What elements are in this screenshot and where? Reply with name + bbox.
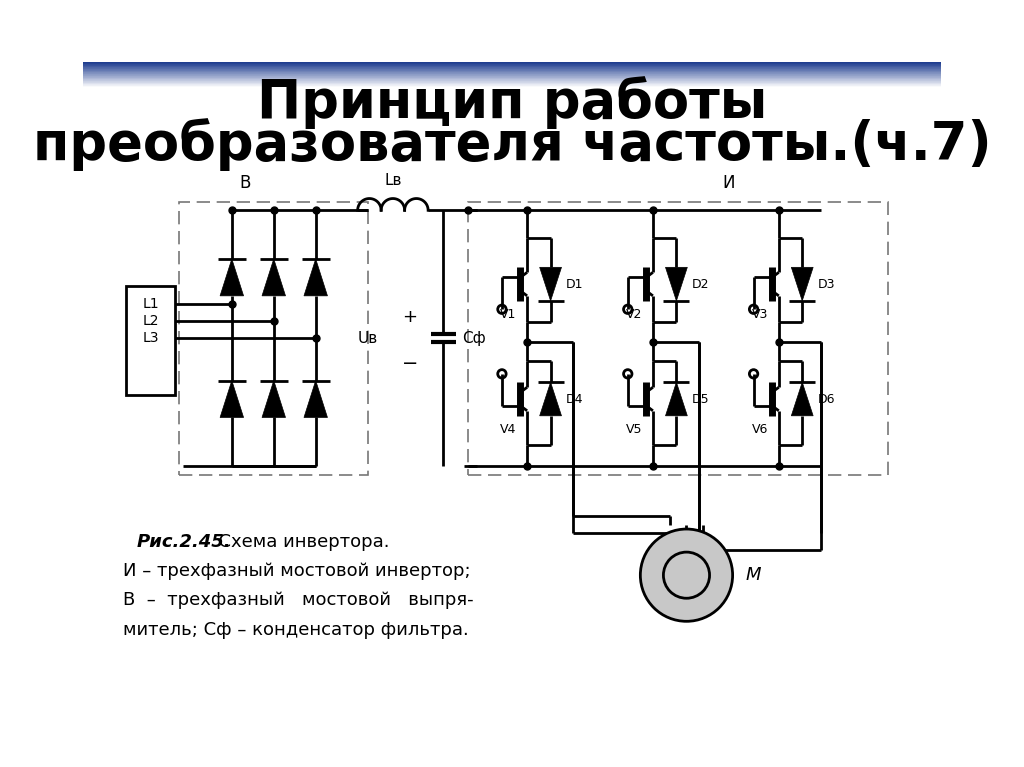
Polygon shape bbox=[792, 382, 813, 416]
Polygon shape bbox=[262, 259, 286, 296]
Text: V3: V3 bbox=[752, 308, 768, 321]
Text: V4: V4 bbox=[500, 423, 516, 436]
Text: В  –  трехфазный   мостовой   выпря-: В – трехфазный мостовой выпря- bbox=[123, 591, 473, 609]
Text: V6: V6 bbox=[752, 423, 768, 436]
Text: D1: D1 bbox=[565, 278, 584, 291]
Text: V1: V1 bbox=[500, 308, 516, 321]
Text: L3: L3 bbox=[142, 331, 159, 345]
Text: V2: V2 bbox=[626, 308, 642, 321]
Text: D5: D5 bbox=[691, 393, 710, 406]
Text: Сф: Сф bbox=[462, 331, 485, 346]
Polygon shape bbox=[304, 259, 328, 296]
Text: V5: V5 bbox=[626, 423, 642, 436]
Text: D3: D3 bbox=[817, 278, 835, 291]
Bar bbox=[179, 202, 368, 475]
Text: D6: D6 bbox=[817, 393, 835, 406]
Text: Принцип работы: Принцип работы bbox=[257, 77, 767, 130]
Polygon shape bbox=[540, 268, 561, 301]
Text: И: И bbox=[722, 174, 734, 192]
Text: Рис.2.45.: Рис.2.45. bbox=[137, 532, 231, 551]
Polygon shape bbox=[792, 268, 813, 301]
Text: +: + bbox=[402, 308, 417, 326]
Polygon shape bbox=[304, 380, 328, 417]
Text: D2: D2 bbox=[691, 278, 709, 291]
Polygon shape bbox=[666, 382, 687, 416]
Text: Схема инвертора.: Схема инвертора. bbox=[207, 532, 389, 551]
Polygon shape bbox=[666, 268, 687, 301]
Text: И – трехфазный мостовой инвертор;: И – трехфазный мостовой инвертор; bbox=[123, 562, 470, 580]
Polygon shape bbox=[540, 382, 561, 416]
Polygon shape bbox=[220, 259, 244, 296]
Text: В: В bbox=[240, 174, 251, 192]
Text: D4: D4 bbox=[565, 393, 584, 406]
Text: Lв: Lв bbox=[384, 173, 401, 189]
Text: митель; Сф – конденсатор фильтра.: митель; Сф – конденсатор фильтра. bbox=[123, 621, 469, 639]
Bar bbox=[468, 202, 888, 475]
Text: М: М bbox=[745, 566, 761, 584]
Text: −: − bbox=[401, 354, 418, 373]
Polygon shape bbox=[262, 380, 286, 417]
Polygon shape bbox=[220, 380, 244, 417]
Circle shape bbox=[640, 529, 732, 621]
Text: L1: L1 bbox=[142, 298, 159, 311]
Text: преобразователя частоты.(ч.7): преобразователя частоты.(ч.7) bbox=[33, 118, 991, 171]
Bar bbox=[126, 286, 175, 395]
Text: Uв: Uв bbox=[357, 331, 378, 346]
Text: L2: L2 bbox=[142, 314, 159, 328]
